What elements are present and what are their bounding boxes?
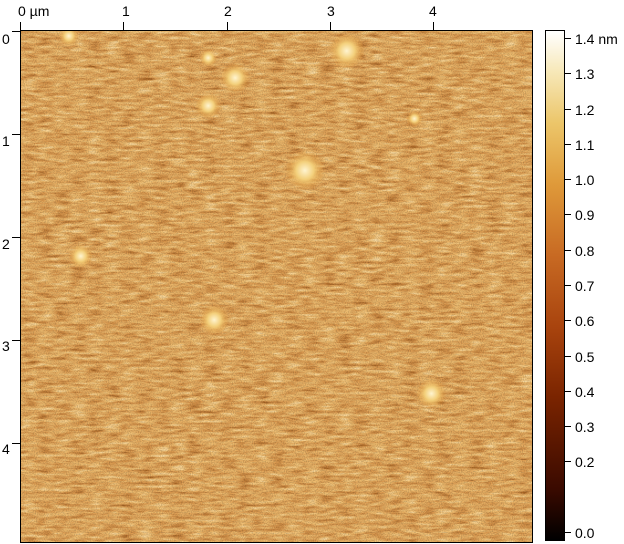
colorbar-tick-label: 0.5 (575, 349, 595, 365)
particle (195, 92, 222, 119)
y-axis-tick-label: 4 (2, 441, 10, 457)
y-axis-tick (12, 134, 20, 135)
particle (68, 244, 93, 269)
x-axis-tick (433, 22, 434, 30)
x-axis-tick (330, 22, 331, 30)
particle (328, 32, 365, 69)
colorbar-tick-label: 0.9 (575, 207, 595, 223)
colorbar-tick (565, 426, 571, 427)
y-axis-tick-label: 0 (2, 31, 10, 47)
height-colorbar (545, 30, 565, 541)
colorbar-tick (565, 179, 571, 180)
colorbar-tick (565, 109, 571, 110)
colorbar-tick-label: 0.3 (575, 419, 595, 435)
y-axis-tick-label: 1 (2, 133, 10, 149)
colorbar-tick-label: 0.8 (575, 243, 595, 259)
colorbar-tick (565, 461, 571, 462)
colorbar-tick-label: 0.0 (575, 525, 595, 541)
colorbar-tick (565, 250, 571, 251)
colorbar-tick (565, 214, 571, 215)
colorbar-tick-label: 0.7 (575, 278, 595, 294)
x-axis-tick-label: 2 (224, 3, 232, 19)
colorbar-tick-label: 1.0 (575, 172, 595, 188)
x-axis-tick (20, 22, 21, 30)
y-axis-tick-label: 3 (2, 338, 10, 354)
afm-height-image (20, 30, 533, 543)
particle (220, 62, 251, 93)
particle (284, 150, 325, 191)
x-axis-tick-label: 4 (429, 3, 437, 19)
afm-particles (58, 31, 447, 409)
x-axis-tick (227, 22, 228, 30)
x-axis-tick-label: 1 (122, 3, 130, 19)
x-axis-tick (123, 22, 124, 30)
particle (406, 110, 423, 127)
particle (199, 48, 218, 67)
y-axis-tick (12, 237, 20, 238)
x-axis-tick-label: 3 (327, 3, 335, 19)
colorbar-tick-label: 0.4 (575, 384, 595, 400)
afm-speckle (21, 31, 532, 542)
colorbar-tick-label: 1.1 (575, 137, 595, 153)
particle (199, 304, 230, 335)
colorbar-tick (565, 144, 571, 145)
particle (58, 31, 79, 46)
particle (416, 378, 447, 409)
y-axis-tick (12, 443, 20, 444)
colorbar-tick (565, 73, 571, 74)
colorbar-tick (565, 532, 571, 533)
colorbar-tick (565, 320, 571, 321)
colorbar-tick-label: 0.2 (575, 454, 595, 470)
colorbar-tick (565, 38, 571, 39)
colorbar-tick (565, 356, 571, 357)
colorbar-tick (565, 391, 571, 392)
colorbar-tick-label: 1.2 (575, 102, 595, 118)
y-axis-tick (12, 31, 20, 32)
x-axis-unit-label: 0 µm (18, 3, 50, 19)
colorbar-tick-label: 0.6 (575, 313, 595, 329)
colorbar-tick (565, 285, 571, 286)
y-axis-tick-label: 2 (2, 236, 10, 252)
y-axis-tick (12, 340, 20, 341)
colorbar-tick-label: 1.3 (575, 66, 595, 82)
colorbar-max-label: 1.4 nm (575, 31, 618, 47)
